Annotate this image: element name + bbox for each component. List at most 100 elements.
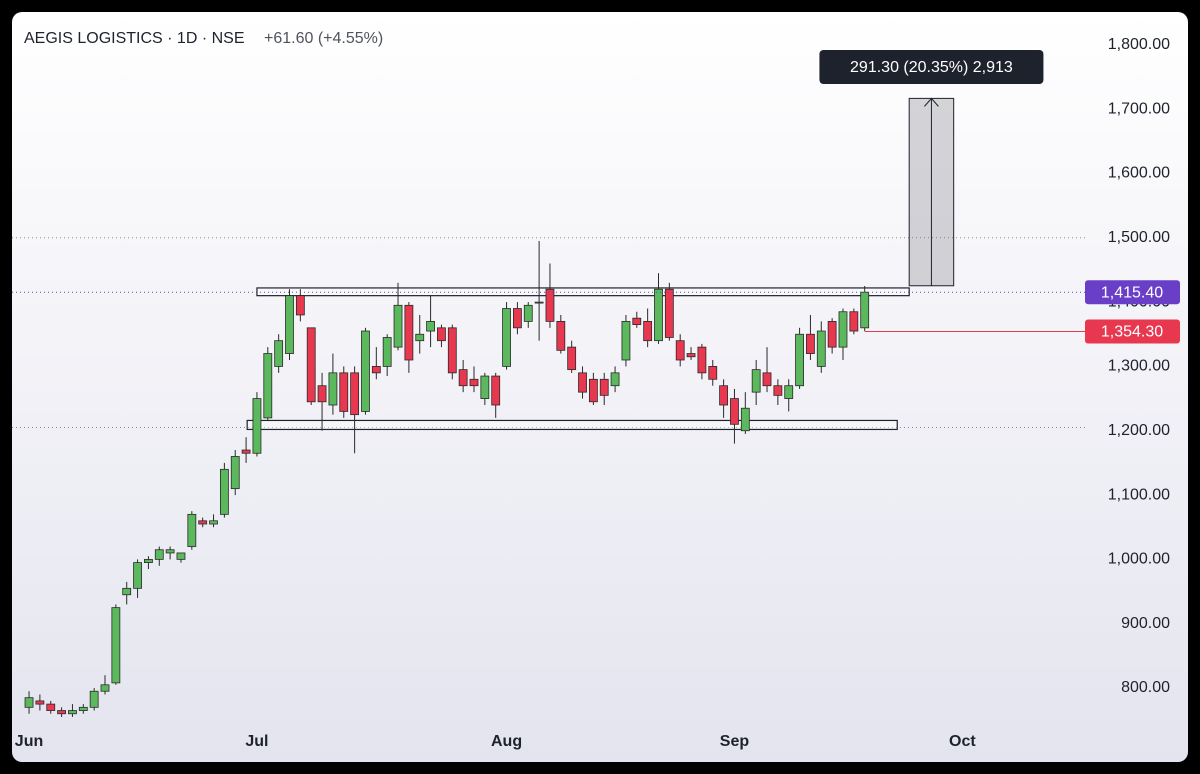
y-tick-label: 1,500.00 bbox=[1108, 229, 1170, 246]
candle-body bbox=[78, 706, 88, 711]
y-tick-label: 1,000.00 bbox=[1108, 551, 1170, 568]
candle-body bbox=[165, 549, 175, 554]
candle-body bbox=[599, 378, 609, 396]
candle-body bbox=[513, 308, 522, 329]
candle-body bbox=[730, 398, 739, 425]
candle-body bbox=[57, 710, 66, 715]
candle-body bbox=[209, 520, 218, 525]
candle-body bbox=[382, 337, 392, 367]
candle-body bbox=[122, 587, 132, 596]
candle-body bbox=[534, 301, 544, 304]
candle-body bbox=[849, 311, 859, 332]
candle-body bbox=[719, 385, 729, 406]
candle-body bbox=[469, 378, 479, 387]
candle-body bbox=[686, 353, 696, 358]
zone-box bbox=[256, 287, 910, 297]
candle-body bbox=[230, 456, 240, 490]
candle-body bbox=[100, 684, 110, 692]
candle-body bbox=[415, 333, 425, 342]
candle-body bbox=[556, 320, 566, 351]
x-tick-label: Jul bbox=[245, 733, 268, 750]
measure-arrowhead bbox=[924, 97, 939, 107]
candle-body bbox=[241, 449, 251, 454]
candle-body bbox=[437, 327, 446, 342]
candle-body bbox=[133, 562, 142, 589]
candle-body bbox=[502, 308, 511, 367]
candle-body bbox=[339, 372, 349, 412]
candle-body bbox=[816, 330, 826, 367]
candle-body bbox=[393, 304, 403, 348]
candle-body bbox=[643, 320, 653, 342]
candle-body bbox=[860, 291, 870, 329]
candle-body bbox=[697, 346, 707, 374]
candle-body bbox=[827, 320, 837, 348]
candle-body bbox=[295, 295, 305, 316]
candle-body bbox=[740, 407, 750, 432]
candle-body bbox=[361, 330, 370, 412]
candle-body bbox=[371, 366, 381, 374]
candle-body bbox=[654, 288, 663, 342]
candle-body bbox=[751, 369, 761, 393]
candle-body bbox=[285, 295, 294, 354]
y-tick-label: 1,800.00 bbox=[1108, 36, 1170, 53]
candle-body bbox=[491, 375, 501, 406]
candle-body bbox=[274, 340, 284, 367]
candle-body bbox=[252, 398, 262, 454]
candle-body bbox=[784, 385, 794, 399]
price-label-box bbox=[1085, 319, 1180, 344]
measure-label: 291.30 (20.35%) 2,913 bbox=[850, 59, 1013, 76]
candle-body bbox=[35, 700, 45, 705]
candle-body bbox=[773, 385, 783, 396]
candle-body bbox=[24, 697, 34, 708]
candle-body bbox=[588, 378, 598, 403]
candle-body bbox=[567, 346, 577, 371]
candle-body bbox=[219, 468, 229, 515]
candle-body bbox=[447, 327, 457, 374]
candle-body bbox=[664, 288, 674, 338]
candle-body bbox=[480, 375, 490, 399]
price-label: 1,354.30 bbox=[1101, 324, 1163, 341]
candle-body bbox=[350, 372, 360, 416]
candle-body bbox=[458, 369, 468, 387]
y-tick-label: 1,100.00 bbox=[1108, 486, 1170, 503]
candle-body bbox=[89, 690, 99, 708]
candle-body bbox=[317, 385, 327, 403]
candle-body bbox=[111, 607, 121, 684]
candle-body bbox=[404, 304, 414, 361]
candle-body bbox=[426, 320, 435, 332]
candle-body bbox=[187, 513, 197, 547]
candle-body bbox=[795, 333, 804, 387]
x-tick-label: Sep bbox=[720, 733, 750, 750]
candle-body bbox=[144, 558, 153, 564]
y-tick-label: 800.00 bbox=[1121, 679, 1170, 696]
price-label: 1,415.40 bbox=[1101, 284, 1163, 301]
candle-body bbox=[675, 340, 685, 361]
zone-box bbox=[246, 419, 898, 431]
candle-body bbox=[176, 552, 186, 560]
candle-body bbox=[306, 327, 316, 403]
y-tick-label: 900.00 bbox=[1121, 615, 1170, 632]
candle-body bbox=[154, 549, 164, 560]
measure-label-box bbox=[819, 50, 1044, 84]
candle-body bbox=[523, 304, 533, 322]
x-tick-label: Aug bbox=[491, 733, 522, 750]
price-change: +61.60 (+4.55%) bbox=[264, 30, 383, 47]
candle-body bbox=[46, 703, 56, 711]
y-tick-label: 1,200.00 bbox=[1108, 422, 1170, 439]
candle-body bbox=[806, 333, 815, 354]
candle-body bbox=[263, 353, 273, 419]
candle-body bbox=[198, 520, 208, 525]
y-tick-label: 1,300.00 bbox=[1108, 358, 1170, 375]
price-label-box bbox=[1085, 280, 1180, 305]
candle-body bbox=[68, 710, 77, 715]
x-tick-label: Jun bbox=[15, 733, 43, 750]
candle-body bbox=[838, 311, 848, 348]
x-tick-label: Oct bbox=[949, 733, 976, 750]
candle-body bbox=[610, 372, 620, 387]
chart-title: AEGIS LOGISTICS · 1D · NSE bbox=[24, 30, 245, 47]
candle-body bbox=[545, 288, 555, 322]
candle-body bbox=[632, 317, 642, 326]
candle-body bbox=[328, 372, 338, 406]
